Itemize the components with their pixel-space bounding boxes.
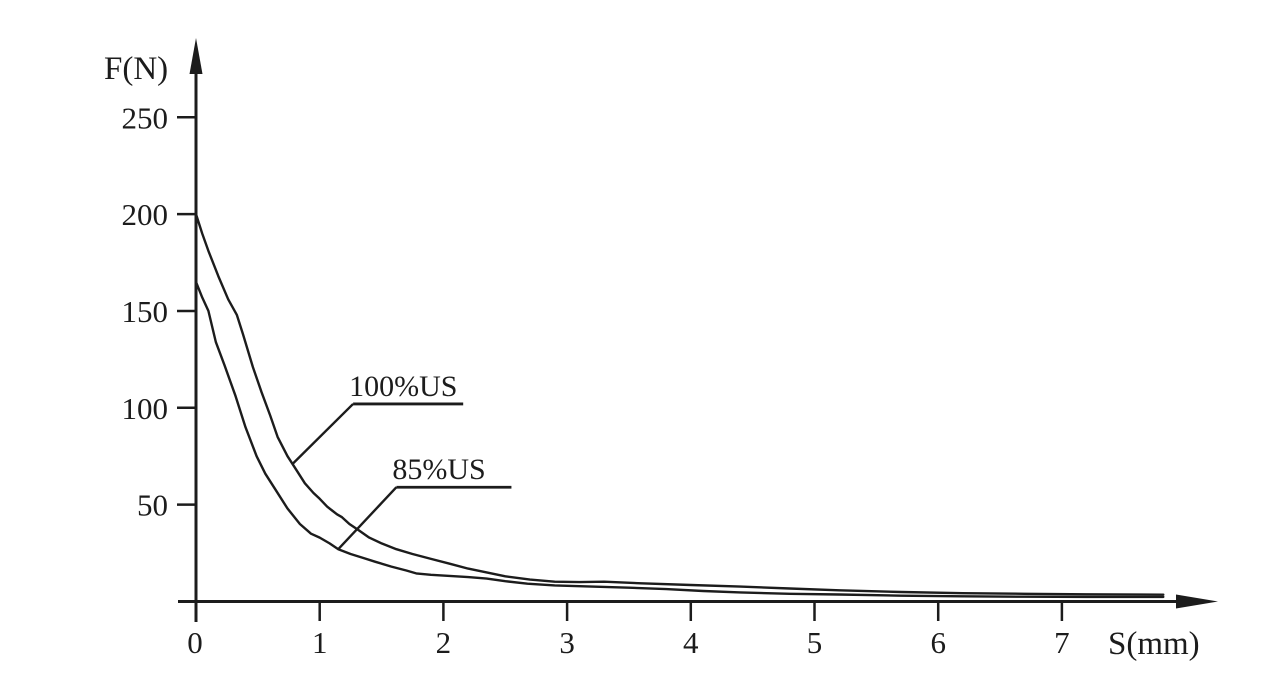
x-axis-arrowhead-icon <box>1176 594 1218 609</box>
annotation-label: 85%US <box>392 453 485 486</box>
annotation-leader-line <box>291 403 354 465</box>
curve-100pctus <box>194 212 1165 596</box>
y-tick-label: 150 <box>122 294 169 329</box>
y-axis-arrowhead-icon <box>189 38 203 74</box>
y-tick-label: 250 <box>122 100 169 135</box>
annotation-label: 100%US <box>349 370 457 403</box>
y-tick-label: 200 <box>122 197 169 232</box>
x-tick-label: 2 <box>436 625 452 660</box>
y-axis-title: F(N) <box>104 51 168 87</box>
x-axis-title: S(mm) <box>1108 626 1200 662</box>
x-tick-label: 6 <box>930 625 946 660</box>
x-tick-label: 5 <box>807 625 823 660</box>
x-tick-label: 4 <box>683 625 699 660</box>
x-tick-label: 3 <box>559 625 575 660</box>
y-tick-label: 50 <box>137 488 168 523</box>
origin-label: 0 <box>187 625 203 660</box>
annotation-leader-line <box>337 486 398 551</box>
y-tick-label: 100 <box>122 391 169 426</box>
x-tick-label: 7 <box>1054 625 1070 660</box>
x-tick-label: 1 <box>312 625 328 660</box>
curve-85pctus <box>194 280 1165 599</box>
